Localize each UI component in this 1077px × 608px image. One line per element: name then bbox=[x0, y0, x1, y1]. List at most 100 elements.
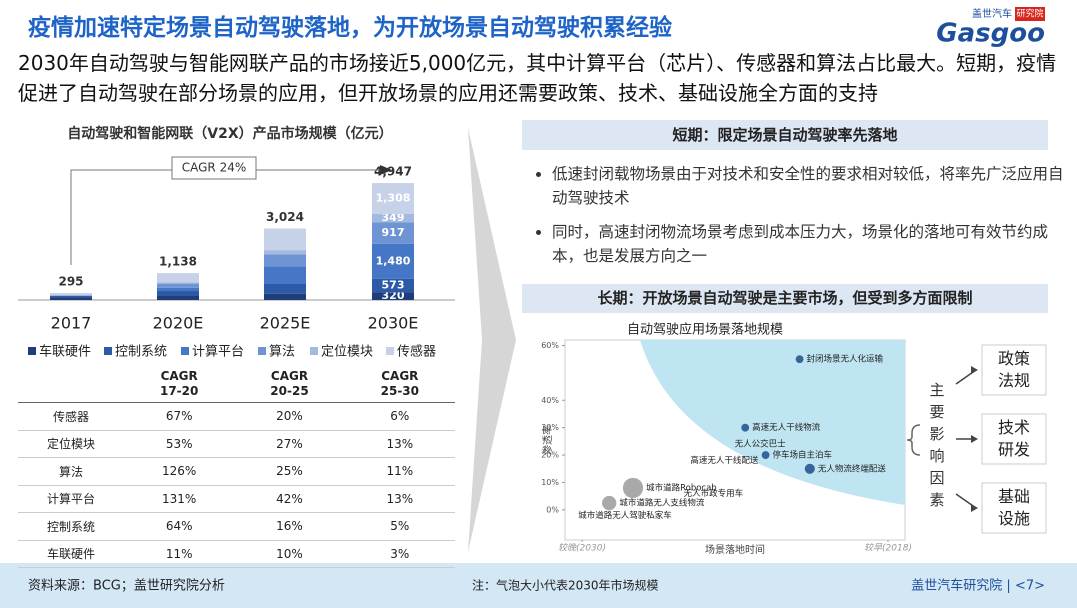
table-cell: 64% bbox=[124, 512, 235, 541]
bar-segment bbox=[157, 296, 199, 300]
table-cell: 11% bbox=[124, 540, 235, 568]
table-cell: 计算平台 bbox=[18, 485, 124, 513]
table-cell: 13% bbox=[344, 430, 455, 458]
table-cell: 定位模块 bbox=[18, 430, 124, 458]
subtitle: 2030年自动驾驶与智能网联产品的市场接近5,000亿元，其中计算平台（芯片）、… bbox=[18, 51, 1057, 105]
factor-box bbox=[981, 344, 1047, 396]
data-label: 917 bbox=[382, 226, 405, 239]
point-label: 封闭场景无人化运输 bbox=[807, 354, 884, 365]
y-tick-label: 10% bbox=[541, 478, 559, 487]
x-tick-label: 较早(2018) bbox=[864, 543, 912, 554]
bar-segment bbox=[157, 291, 199, 297]
logo-badge-bg bbox=[1015, 7, 1045, 21]
table-cell: 67% bbox=[124, 402, 235, 431]
table-cell: 6% bbox=[344, 402, 455, 431]
bar-segment bbox=[372, 222, 414, 244]
factor-arrowhead bbox=[971, 504, 978, 512]
table-cell: 算法 bbox=[18, 457, 124, 486]
bubble bbox=[741, 423, 750, 432]
data-label: 1,480 bbox=[376, 254, 411, 267]
footer-source: 资料来源：BCG；盖世研究院分析 bbox=[28, 579, 225, 594]
header-cell: CAGR 25-30 bbox=[344, 366, 455, 403]
bar-segment bbox=[372, 213, 414, 223]
logo-cn: 盖世汽车 bbox=[972, 7, 1012, 20]
annotation-box bbox=[171, 156, 257, 180]
bar-segment bbox=[264, 293, 306, 300]
bullet: 低速封闭载物场景由于对技术和安全性的要求相对较低，将率先广泛应用自动驾驶技术 bbox=[552, 162, 1064, 210]
table-row: 算法 126% 25% 11% bbox=[18, 457, 455, 486]
factor-label: 主要影响因素 bbox=[929, 381, 944, 509]
y-tick-label: 20% bbox=[541, 451, 559, 460]
point-label: 城市道路无人驾驶私家车 bbox=[578, 510, 672, 521]
x-tick-label: 2020E bbox=[153, 314, 204, 333]
footer-band bbox=[0, 563, 1077, 608]
data-label: 1,308 bbox=[376, 192, 411, 205]
cagr-table: CAGR 17-20 CAGR 20-25 CAGR 25-30 传感器 67% 20% 6… bbox=[18, 366, 455, 568]
table-cell: 10% bbox=[234, 540, 345, 568]
point-label: 高速无人干线配送 bbox=[690, 455, 759, 466]
bar-segment bbox=[157, 273, 199, 283]
factor-box bbox=[981, 413, 1047, 465]
footer-brand: 盖世汽车研究院 | <7> bbox=[911, 578, 1045, 594]
table-cell: 25% bbox=[234, 457, 345, 486]
table-cell: 车联硬件 bbox=[18, 540, 124, 568]
legend-label: 算法 bbox=[269, 345, 295, 360]
y-axis-label: 渗透率 bbox=[541, 425, 554, 455]
logo-badge: 研究院 bbox=[1016, 8, 1043, 20]
bullet: 同时，高速封闭物流场景考虑到成本压力大，场景化的落地可有效节约成本，也是发展方向… bbox=[552, 220, 1064, 268]
data-label: 349 bbox=[382, 211, 405, 224]
header-cell: CAGR 17-20 bbox=[124, 366, 235, 403]
bar-segment bbox=[372, 183, 414, 214]
table-row: 定位模块 53% 27% 13% bbox=[18, 430, 455, 458]
bubble bbox=[795, 355, 804, 364]
factor-arrowhead bbox=[971, 366, 978, 374]
bubble bbox=[602, 495, 617, 511]
bar-segment bbox=[372, 292, 414, 300]
x-tick-label: 2030E bbox=[368, 314, 419, 333]
point-label: 无人物流终端配送 bbox=[818, 463, 887, 474]
heading: 短期：限定场景自动驾驶率先落地 bbox=[672, 126, 898, 144]
bar-segment bbox=[264, 266, 306, 284]
table-cell: 126% bbox=[124, 457, 235, 486]
bar-segment bbox=[264, 283, 306, 294]
bar-segment bbox=[157, 287, 199, 292]
point-label: 无人市政专用车 bbox=[684, 488, 744, 499]
total-label: 4,947 bbox=[374, 165, 412, 179]
table-cell: 53% bbox=[124, 430, 235, 458]
legend-label: 车联硬件 bbox=[39, 344, 91, 360]
x-axis-label: 场景落地时间 bbox=[705, 543, 765, 556]
logo-en: Gasgoo bbox=[936, 19, 1045, 49]
chart-title: 自动驾驶应用场景落地规模 bbox=[627, 322, 783, 338]
bubble bbox=[804, 463, 815, 474]
chart-title: 自动驾驶和智能网联（V2X）产品市场规模（亿元） bbox=[67, 125, 392, 142]
y-tick-label: 0% bbox=[546, 505, 559, 514]
legend-label: 传感器 bbox=[397, 344, 436, 360]
bullet-list: 低速封闭载物场景由于对技术和安全性的要求相对较低，将率先广泛应用自动驾驶技术同时… bbox=[532, 162, 1064, 278]
y-tick-label: 60% bbox=[541, 341, 559, 350]
x-tick-label: 2025E bbox=[260, 314, 311, 333]
table-row: 车联硬件 11% 10% 3% bbox=[18, 540, 455, 568]
annotation-line bbox=[70, 169, 380, 265]
bar-segment bbox=[264, 254, 306, 267]
table-cell: 42% bbox=[234, 485, 345, 513]
annotation-arrow bbox=[380, 165, 392, 175]
x-tick-label: 较晚(2030) bbox=[558, 543, 606, 554]
point-label: 高速无人干线物流 bbox=[752, 422, 821, 433]
header-cell: CAGR 20-25 bbox=[234, 366, 345, 403]
table-cell: 27% bbox=[234, 430, 345, 458]
table-cell: 11% bbox=[344, 457, 455, 486]
legend-label: 计算平台 bbox=[192, 345, 244, 360]
table-cell: 5% bbox=[344, 512, 455, 541]
factor-text: 技术研发 bbox=[998, 418, 1030, 459]
point-label: 无人公交巴士 bbox=[735, 439, 787, 450]
bubble bbox=[761, 451, 770, 459]
point-label: 城市道路Robocab bbox=[646, 482, 717, 493]
bar-segment bbox=[264, 250, 306, 255]
legend-label: 定位模块 bbox=[321, 345, 373, 360]
table-cell: 传感器 bbox=[18, 402, 124, 431]
table-row: 传感器 67% 20% 6% bbox=[18, 402, 455, 431]
legend-swatch bbox=[104, 347, 112, 355]
table-header: CAGR 17-20 CAGR 20-25 CAGR 25-30 bbox=[18, 366, 455, 403]
